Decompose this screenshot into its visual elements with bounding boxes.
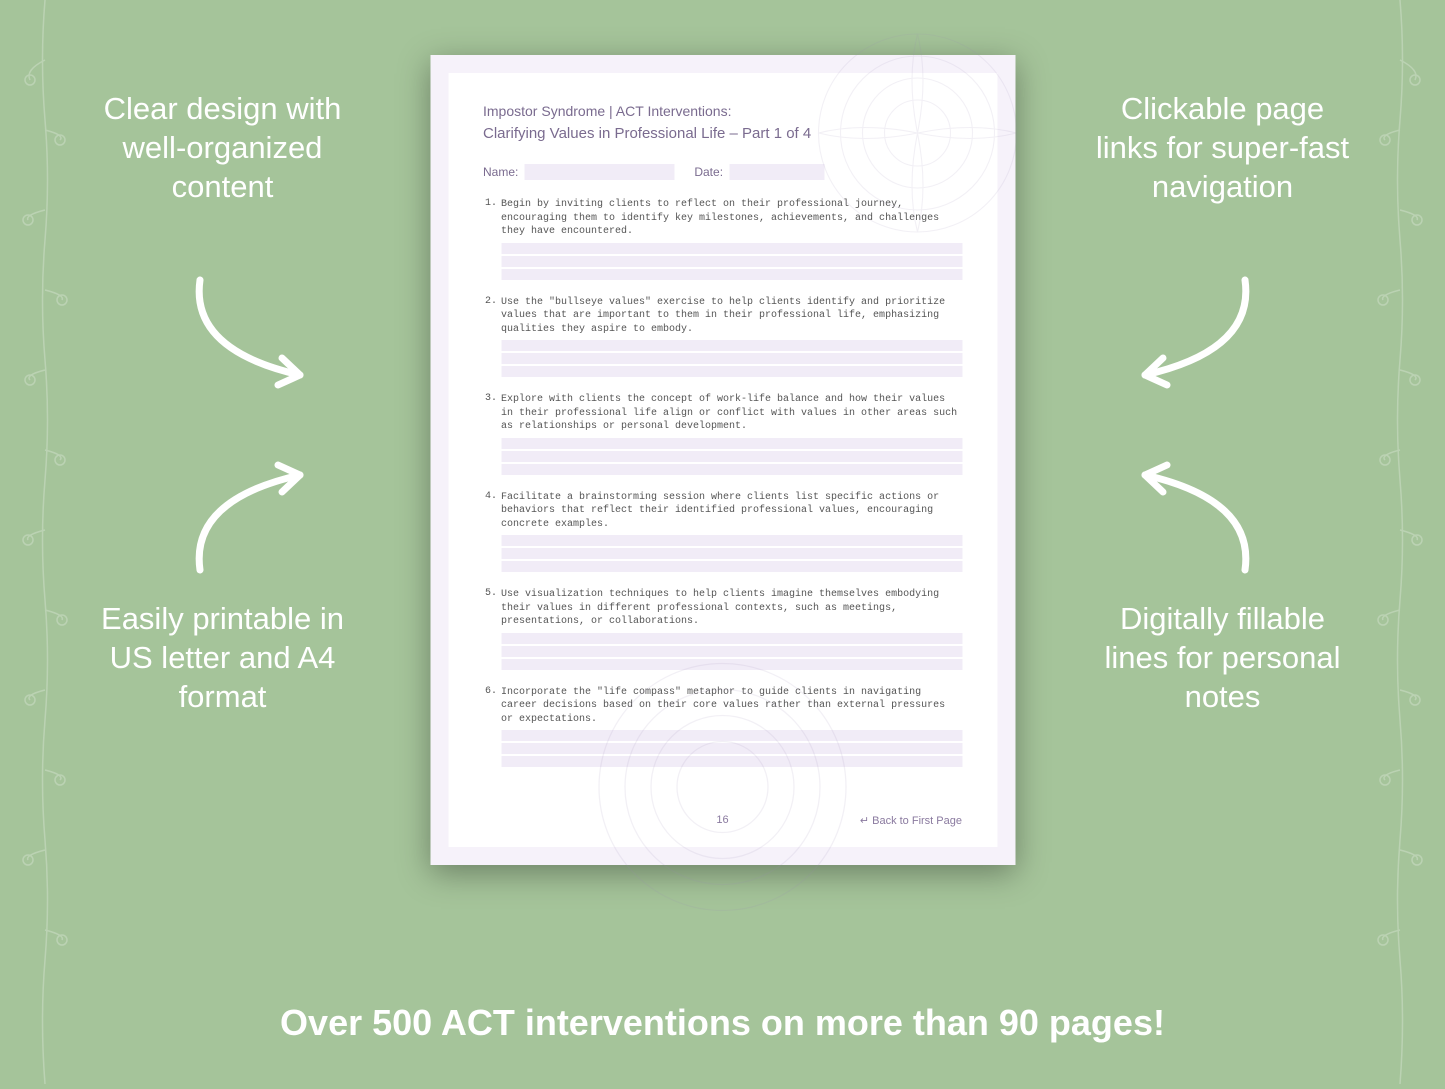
item-text: Use visualization techniques to help cli…	[501, 588, 962, 629]
document-subtitle: Clarifying Values in Professional Life –…	[483, 125, 962, 142]
callout-bottom-right: Digitally fillable lines for personal no…	[1095, 600, 1350, 716]
document-header: Impostor Syndrome | ACT Interventions:	[483, 103, 962, 119]
bottom-banner: Over 500 ACT interventions on more than …	[0, 1002, 1445, 1044]
date-input[interactable]	[729, 164, 824, 180]
fill-lines[interactable]	[501, 243, 962, 280]
document-page: Impostor Syndrome | ACT Interventions: C…	[430, 55, 1015, 865]
item-text: Use the "bullseye values" exercise to he…	[501, 296, 962, 337]
worksheet-item: 1.Begin by inviting clients to reflect o…	[483, 198, 962, 282]
item-text: Begin by inviting clients to reflect on …	[501, 198, 962, 239]
arrow-top-left	[170, 270, 350, 400]
arrow-bottom-left	[170, 450, 350, 580]
item-number: 3.	[483, 393, 501, 477]
worksheet-item: 4.Facilitate a brainstorming session whe…	[483, 491, 962, 575]
item-number: 1.	[483, 198, 501, 282]
callout-bottom-left: Easily printable in US letter and A4 for…	[95, 600, 350, 716]
fill-lines[interactable]	[501, 633, 962, 670]
page-number: 16	[716, 814, 728, 826]
callout-top-left: Clear design with well-organized content	[95, 90, 350, 206]
item-text: Facilitate a brainstorming session where…	[501, 491, 962, 532]
item-text: Incorporate the "life compass" metaphor …	[501, 686, 962, 727]
item-number: 5.	[483, 588, 501, 672]
worksheet-item: 5.Use visualization techniques to help c…	[483, 588, 962, 672]
fill-lines[interactable]	[501, 340, 962, 377]
worksheet-item: 2.Use the "bullseye values" exercise to …	[483, 296, 962, 380]
name-date-row: Name: Date:	[483, 164, 962, 180]
name-input[interactable]	[524, 164, 674, 180]
document-inner: Impostor Syndrome | ACT Interventions: C…	[448, 73, 997, 847]
back-to-first-link[interactable]: ↵ Back to First Page	[860, 814, 962, 827]
item-number: 6.	[483, 686, 501, 770]
page-footer: 16 ↵ Back to First Page	[483, 814, 962, 827]
floral-border-left	[0, 0, 90, 1084]
fill-lines[interactable]	[501, 730, 962, 767]
item-text: Explore with clients the concept of work…	[501, 393, 962, 434]
floral-border-right	[1355, 0, 1445, 1084]
arrow-top-right	[1095, 270, 1275, 400]
item-number: 4.	[483, 491, 501, 575]
items-list: 1.Begin by inviting clients to reflect o…	[483, 198, 962, 769]
date-label: Date:	[694, 165, 723, 179]
fill-lines[interactable]	[501, 535, 962, 572]
worksheet-item: 3.Explore with clients the concept of wo…	[483, 393, 962, 477]
callout-top-right: Clickable page links for super-fast navi…	[1095, 90, 1350, 206]
worksheet-item: 6.Incorporate the "life compass" metapho…	[483, 686, 962, 770]
fill-lines[interactable]	[501, 438, 962, 475]
arrow-bottom-right	[1095, 450, 1275, 580]
name-label: Name:	[483, 165, 518, 179]
item-number: 2.	[483, 296, 501, 380]
